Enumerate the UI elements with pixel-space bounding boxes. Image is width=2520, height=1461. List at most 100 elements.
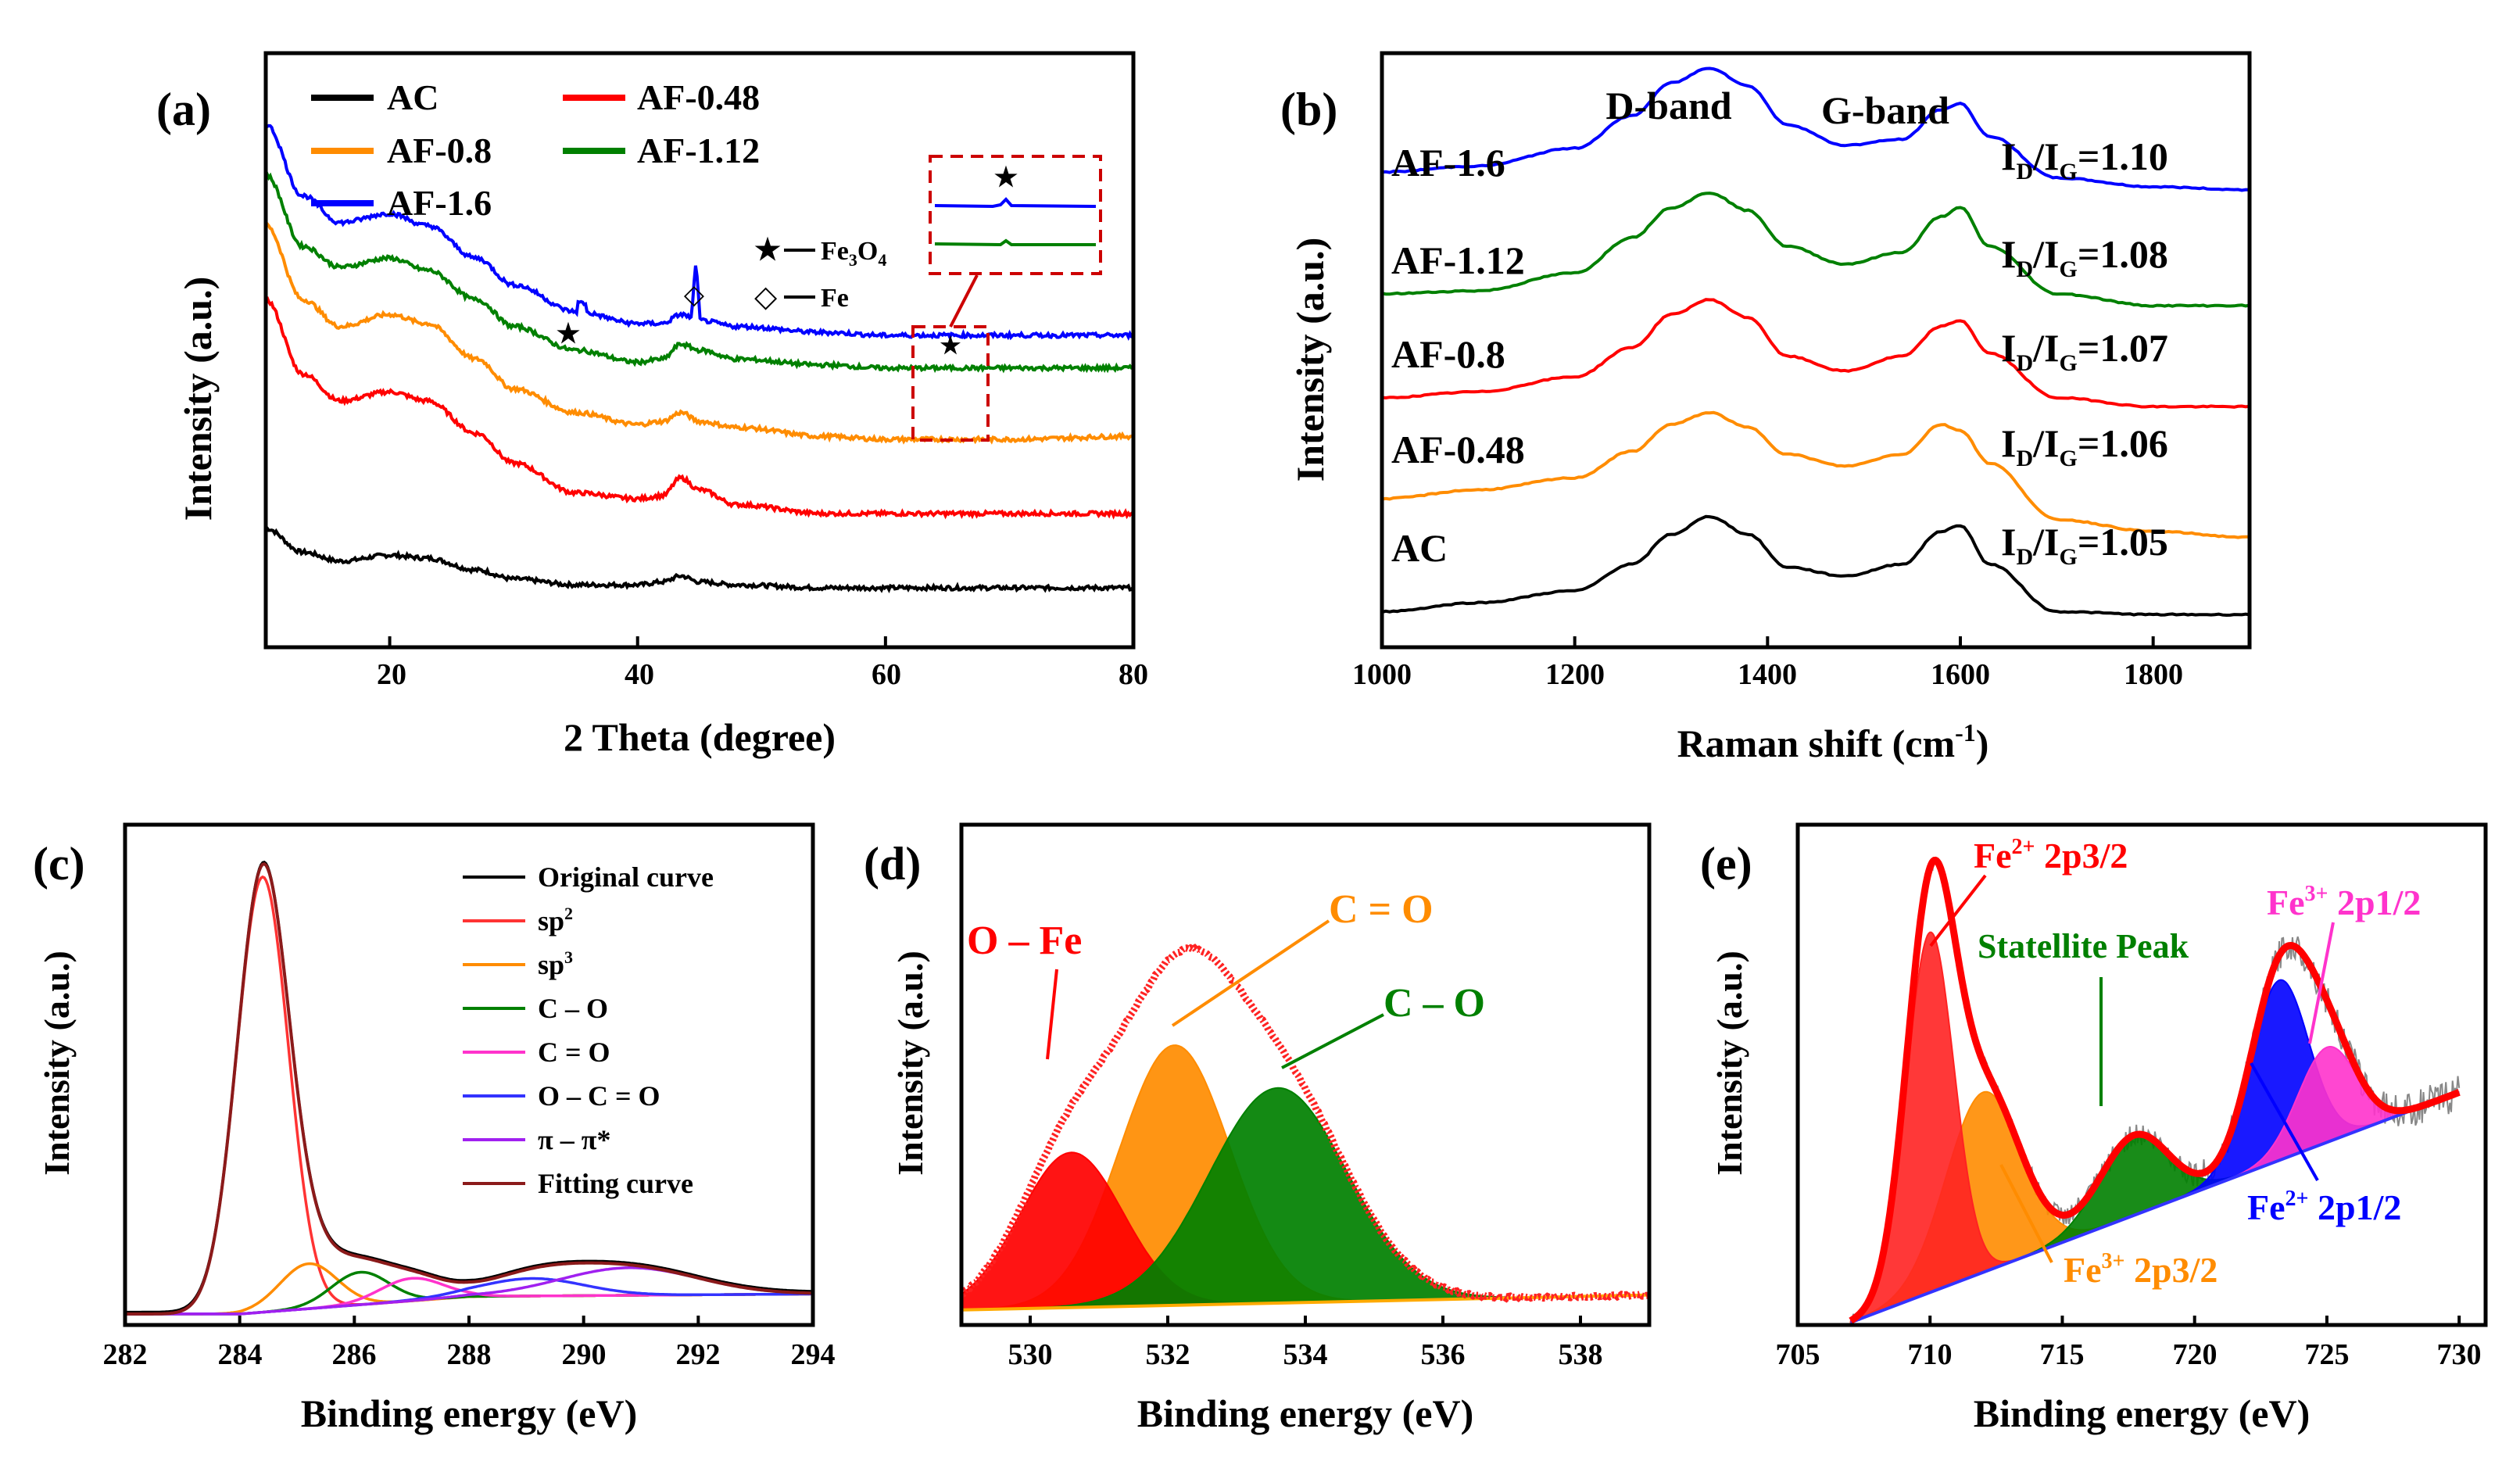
annotation-c-o: C – O [1383, 981, 1485, 1026]
zoom-inset-box [929, 155, 1102, 275]
marker-legend-fe: Fe [821, 284, 849, 313]
panel-a-xlabel: 2 Theta (degree) [564, 715, 836, 759]
panel-e-xtick: 715 [2040, 1338, 2085, 1371]
panel-d-plot-area [960, 944, 1650, 1325]
panel-d-xtick: 532 [1146, 1338, 1190, 1371]
svg-text:Intensity (a.u.): Intensity (a.u.) [1288, 238, 1332, 482]
panel-d-xlabel: Binding energy (eV) [1137, 1391, 1474, 1435]
legend-pi-pi: π – π* [538, 1124, 610, 1155]
panel-e-xtick: 730 [2437, 1338, 2482, 1371]
panel-b-xtick: 1400 [1738, 658, 1797, 691]
d-band-label: D-band [1605, 84, 1731, 127]
panel-a-ylabel: Intensity (a.u.) [176, 277, 220, 521]
panel-b-xtick: 1600 [1931, 658, 1990, 691]
panel-a-legend: AC AF-0.48 AF-0.8 AF-1.12 AF-1.6 [311, 77, 760, 223]
panel-a-xtick: 40 [625, 658, 654, 691]
panel-c-xtick: 292 [676, 1338, 721, 1371]
panel-c-xlabel: Binding energy (eV) [301, 1391, 638, 1435]
panel-e-xtick: 705 [1776, 1338, 1820, 1371]
panel-e-frame [1795, 822, 2488, 1327]
panel-e-ylabel: Intensity (a.u.) [1709, 951, 1749, 1176]
legend-label-af048: AF-0.48 [637, 77, 760, 117]
panel-c-xtick: 288 [447, 1338, 492, 1371]
ratio-label: ID/IG=1.07 [2001, 326, 2168, 376]
panel-d-ylabel: Intensity (a.u.) [890, 951, 930, 1176]
raman-line-af-112 [1381, 192, 2250, 308]
ratio-label: ID/IG=1.06 [2001, 421, 2168, 471]
panel-b-ylabel: Intensity (a.u.) [1288, 238, 1332, 482]
panel-e-x-ticks: 705 710 715 720 725 730 [1776, 1338, 2482, 1371]
panel-b-ratio-labels: ID/IG=1.05 ID/IG=1.06 ID/IG=1.07 ID/IG=1.08… [2001, 134, 2168, 570]
panel-c-xtick: 290 [562, 1338, 607, 1371]
legend-c-double-o: C = O [538, 1037, 610, 1068]
panel-d-x-ticks: 530 532 534 536 538 [1008, 1338, 1603, 1371]
star-marker-icon: ★ [754, 234, 781, 267]
zoom-star-icon: ★ [940, 333, 961, 359]
panel-a-x-ticks: 20 40 60 80 [377, 658, 1148, 691]
panel-a-label: (a) [156, 84, 211, 135]
annotation-satellite: Statellite Peak [1978, 927, 2189, 965]
panel-b-xtick: 1800 [2124, 658, 2183, 691]
annotation-fe2-2p12: Fe2+ 2p1/2 [2247, 1187, 2401, 1227]
legend-o-c-double-o: O – C = O [538, 1080, 660, 1112]
legend-sp3: sp3 [538, 947, 573, 980]
legend-c-o: C – O [538, 993, 608, 1024]
annotation-o-fe: O – Fe [967, 918, 1082, 963]
panel-c-label: (c) [33, 838, 85, 890]
legend-label-ac: AC [387, 77, 438, 117]
panel-d-xtick: 536 [1421, 1338, 1466, 1371]
panel-c-xtick: 284 [218, 1338, 263, 1371]
panel-e-xtick: 720 [2173, 1338, 2218, 1371]
fe2p-baseline [1849, 1090, 2460, 1324]
raman-line-af-048 [1381, 410, 2250, 539]
panel-c-frame [123, 822, 815, 1327]
legend-label-af08: AF-0.8 [387, 131, 492, 170]
panel-d-xtick: 530 [1008, 1338, 1053, 1371]
sample-label-af-16: AF-1.6 [1391, 141, 1505, 184]
panel-a-plot-area [264, 124, 1135, 647]
panel-b: (b) Intensity (a.u.) 1000 1200 1400 1600… [1280, 51, 2252, 765]
peak-star-icon: ★ [557, 320, 580, 349]
peak-diamond-icon: ◇ [684, 281, 705, 310]
ratio-label: ID/IG=1.05 [2001, 520, 2168, 570]
c1s-original-curve [125, 860, 814, 1313]
panel-b-xtick: 1200 [1545, 658, 1605, 691]
panel-a: (a) Intensity (a.u.) 20 40 60 80 2 Theta… [156, 51, 1148, 759]
diamond-marker-icon: ◇ [754, 281, 778, 313]
panel-b-frame [1380, 51, 2252, 650]
zoom-inset-star-icon: ★ [994, 163, 1018, 192]
c1s-fitting-curve [125, 862, 813, 1316]
panel-d-label: (d) [864, 838, 921, 890]
panel-c-x-ticks: 282 284 286 288 290 292 294 [103, 1338, 836, 1371]
panel-e-xtick: 725 [2305, 1338, 2350, 1371]
svg-text:Intensity (a.u.): Intensity (a.u.) [1709, 951, 1749, 1176]
legend-fitting-curve: Fitting curve [538, 1168, 693, 1199]
panel-d: (d) Intensity (a.u.) 530 532 534 536 538… [864, 822, 1652, 1435]
legend-label-af16: AF-1.6 [387, 183, 492, 223]
legend-sp2: sp2 [538, 904, 573, 936]
legend-original-curve: Original curve [538, 861, 714, 893]
panel-e-xtick: 710 [1908, 1338, 1953, 1371]
panel-b-plot-area [1380, 66, 2250, 647]
zoom-connector [949, 274, 979, 328]
ratio-label: ID/IG=1.10 [2001, 134, 2168, 184]
annotation-c-double-o: C = O [1329, 887, 1434, 932]
xrd-line-af-112 [264, 171, 1133, 374]
panel-c-xtick: 286 [332, 1338, 377, 1371]
legend-label-af112: AF-1.12 [637, 131, 760, 170]
panel-b-x-ticks: 1000 1200 1400 1600 1800 [1352, 658, 2183, 691]
panel-e-plot-area [1796, 856, 2461, 1325]
panel-a-frame [263, 51, 1136, 650]
svg-text:Intensity (a.u.): Intensity (a.u.) [890, 951, 930, 1176]
raman-line-af-16 [1381, 66, 2250, 192]
panel-a-xtick: 20 [377, 658, 406, 691]
panel-d-xtick: 538 [1559, 1338, 1603, 1371]
panel-a-marker-legend: ★ Fe3O4 ◇ Fe [754, 234, 886, 313]
zoom-inset-blue-trace [934, 197, 1097, 209]
panel-a-xtick: 60 [872, 658, 901, 691]
raman-line-af-08 [1381, 298, 2250, 409]
panel-c-xtick: 282 [103, 1338, 148, 1371]
marker-legend-fe3o4: Fe3O4 [821, 237, 886, 270]
panel-c-legend: Original curve sp2 sp3 C – O C = O O – C… [463, 861, 714, 1199]
